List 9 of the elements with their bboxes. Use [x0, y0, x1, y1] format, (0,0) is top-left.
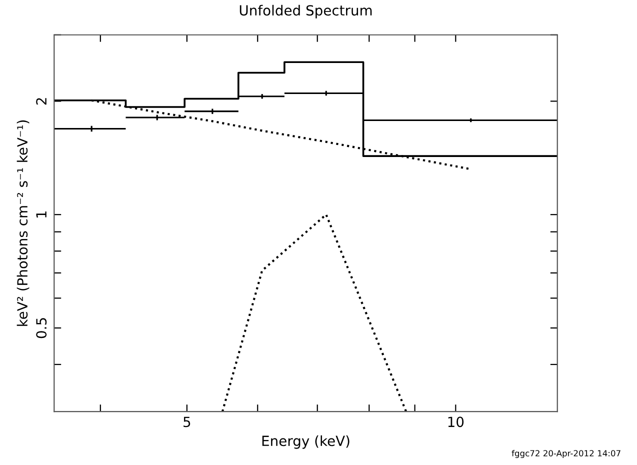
y-tick-label: 1: [36, 211, 46, 218]
chart-title: Unfolded Spectrum: [240, 4, 372, 18]
y-tick-label: 2: [36, 98, 46, 105]
y-axis-title: keV² (Photons cm⁻² s⁻¹ keV⁻¹): [16, 120, 30, 326]
x-tick-label: 5: [184, 416, 190, 428]
x-axis-title: Energy (keV): [262, 435, 350, 449]
y-tick-label: 0.5: [36, 318, 47, 338]
text: fggc72 20-Apr-2012 14:07: [512, 450, 620, 458]
x-tick-label: 10: [448, 416, 464, 428]
